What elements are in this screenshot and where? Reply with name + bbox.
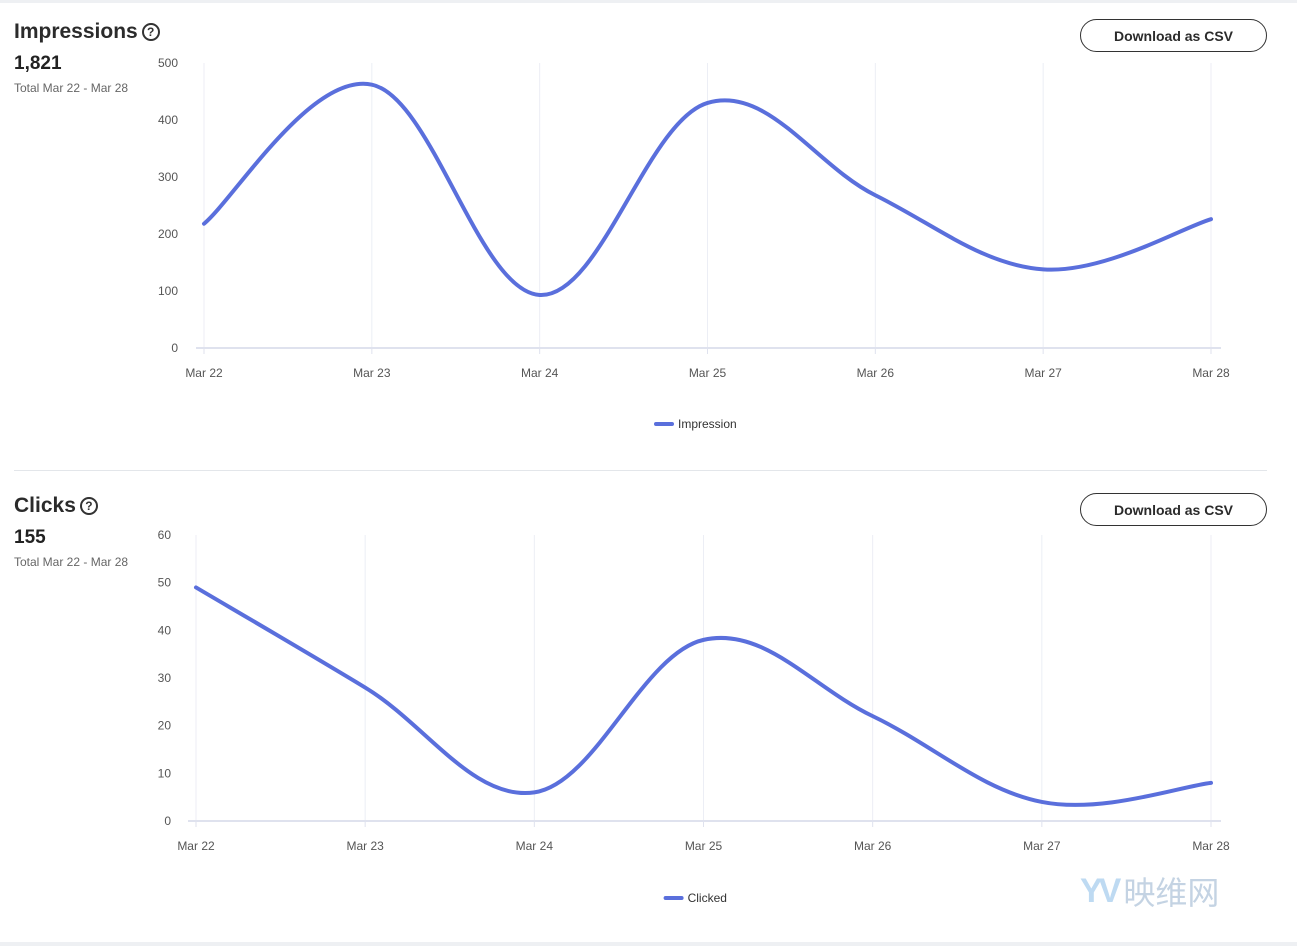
impressions-total: 1,821: [14, 53, 62, 74]
y-tick-label: 0: [164, 814, 171, 828]
clicks-total: 155: [14, 527, 46, 548]
y-tick-label: 0: [171, 341, 178, 355]
impressions-section: Impressions ? 1,821 Total Mar 22 - Mar 2…: [0, 0, 1297, 470]
x-tick-label: Mar 23: [353, 366, 391, 380]
question-circle-icon[interactable]: ?: [141, 23, 160, 41]
y-tick-label: 200: [158, 227, 178, 241]
x-tick-label: Mar 24: [521, 366, 559, 380]
y-tick-label: 300: [158, 170, 178, 184]
x-tick-label: Mar 24: [516, 839, 554, 853]
impressions-download-csv-button[interactable]: Download as CSV: [1080, 19, 1267, 52]
legend-label: Clicked: [688, 891, 727, 905]
legend: Clicked: [663, 891, 727, 905]
x-tick-label: Mar 26: [854, 839, 892, 853]
y-tick-label: 500: [158, 56, 178, 70]
bottom-border: [0, 942, 1297, 946]
x-tick-label: Mar 26: [857, 366, 895, 380]
x-tick-label: Mar 28: [1192, 366, 1230, 380]
watermark: YV 映维网: [1080, 868, 1219, 914]
y-tick-label: 20: [158, 719, 172, 733]
x-tick-label: Mar 23: [346, 839, 384, 853]
legend: Impression: [654, 417, 737, 431]
impressions-line-chart: 0 100 200 300 400 500 Mar 22 Mar 23 Mar 24 Mar 25…: [158, 56, 1230, 431]
x-tick-label: Mar 22: [185, 366, 223, 380]
clicks-title-text: Clicks: [14, 494, 76, 517]
x-tick-label: Mar 28: [1192, 839, 1230, 853]
y-tick-label: 100: [158, 284, 178, 298]
x-tick-label: Mar 25: [685, 839, 723, 853]
x-tick-label: Mar 27: [1023, 839, 1061, 853]
watermark-text: 映维网: [1123, 875, 1220, 911]
impressions-total-label: Total Mar 22 - Mar 28: [14, 81, 129, 95]
watermark-logo: YV: [1080, 871, 1121, 910]
legend-label: Impression: [678, 417, 737, 431]
y-tick-label: 50: [158, 576, 172, 590]
question-circle-icon[interactable]: ?: [79, 497, 98, 515]
x-tick-label: Mar 22: [177, 839, 215, 853]
clicks-title: Clicks ?: [14, 494, 98, 518]
x-tick-label: Mar 25: [689, 366, 727, 380]
clicks-download-csv-button[interactable]: Download as CSV: [1080, 493, 1267, 526]
clicks-total-label: Total Mar 22 - Mar 28: [14, 555, 129, 569]
top-border: [0, 0, 1297, 3]
impressions-title: Impressions ?: [14, 20, 160, 44]
section-divider: [14, 470, 1267, 471]
y-tick-label: 30: [158, 671, 172, 685]
x-tick-label: Mar 27: [1024, 366, 1062, 380]
clicks-line-chart: 0 10 20 30 40 50 60 Mar 22 Mar 23 Mar 24 Mar 25 Mar…: [158, 528, 1230, 905]
y-tick-label: 10: [158, 766, 172, 780]
y-tick-label: 60: [158, 528, 172, 542]
impressions-title-text: Impressions: [14, 20, 138, 43]
y-tick-label: 40: [158, 623, 172, 637]
clicks-section: Clicks ? 155 Total Mar 22 - Mar 28 Downl…: [0, 472, 1297, 942]
y-tick-label: 400: [158, 113, 178, 127]
